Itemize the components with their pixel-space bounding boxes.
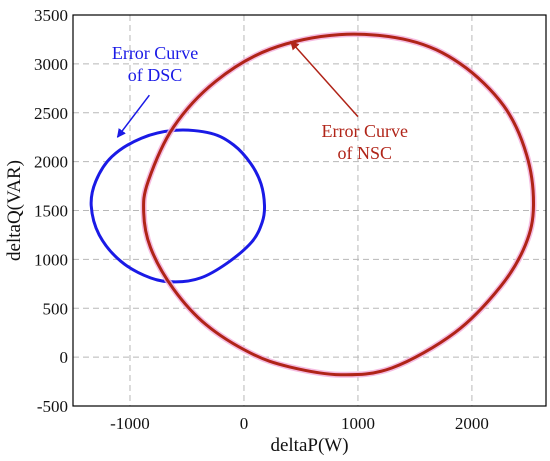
- annotation-dsc-text: Error Curve: [112, 43, 198, 63]
- x-axis-title: deltaP(W): [270, 435, 348, 456]
- nsc-curve-halo: [140, 31, 537, 378]
- plot-frame: [72, 14, 547, 407]
- y-tick-label: 500: [43, 299, 69, 318]
- grid: [73, 15, 546, 406]
- y-tick-label: 3000: [34, 55, 68, 74]
- series-dsc-curve: [89, 128, 267, 284]
- annotation-dsc-arrow: [116, 94, 150, 138]
- y-tick-label: 2500: [34, 104, 68, 123]
- y-tick-label: 2000: [34, 153, 68, 172]
- y-tick-label: 3500: [34, 6, 68, 25]
- x-tick-label: 1000: [341, 414, 375, 433]
- y-tick-label: 1500: [34, 202, 68, 221]
- y-axis-title: deltaQ(VAR): [4, 160, 25, 261]
- tick-labels: -1000 0 1000 2000 -500 0 500 1000 1500 2000 2500 30…: [34, 6, 489, 433]
- x-tick-label: -1000: [110, 414, 150, 433]
- y-tick-label: -500: [37, 397, 68, 416]
- annotation-dsc-text: of DSC: [128, 65, 183, 85]
- series-layer: [89, 31, 537, 378]
- annotation-nsc-text: of NSC: [338, 143, 393, 163]
- y-tick-label: 1000: [34, 250, 68, 269]
- x-tick-label: 2000: [455, 414, 489, 433]
- y-tick-label: 0: [60, 348, 69, 367]
- x-tick-label: 0: [240, 414, 249, 433]
- annotation-nsc-text: Error Curve: [322, 121, 408, 141]
- series-nsc-curve: [142, 32, 536, 377]
- annotation-nsc-arrow: [290, 40, 359, 118]
